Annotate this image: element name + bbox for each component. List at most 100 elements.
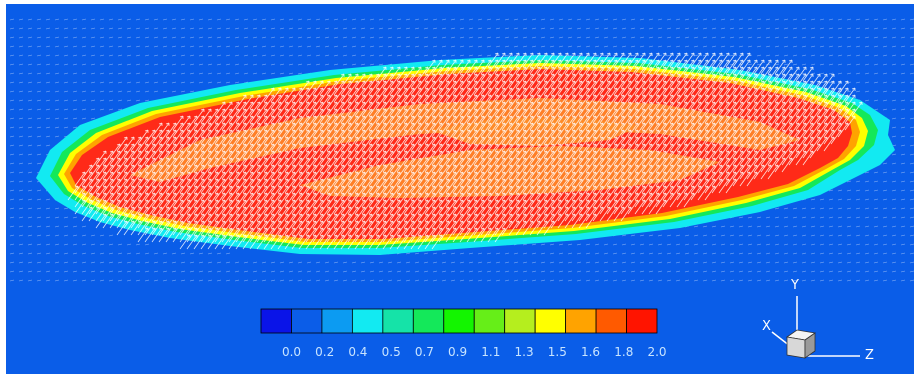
flow-vector — [403, 115, 415, 131]
flow-vector — [501, 108, 513, 124]
flow-vector — [855, 243, 861, 246]
flow-vector — [774, 143, 786, 159]
flow-vector — [504, 54, 510, 57]
flow-vector — [347, 122, 359, 138]
flow-vector — [578, 108, 590, 124]
flow-vector — [504, 270, 510, 273]
flow-vector — [487, 171, 499, 187]
flow-vector — [126, 279, 132, 282]
flow-vector — [477, 252, 483, 255]
flow-vector — [225, 18, 231, 21]
flow-vector — [828, 234, 834, 237]
flow-vector — [242, 129, 254, 145]
flow-vector — [515, 185, 527, 201]
flow-vector — [594, 261, 600, 264]
flow-vector — [291, 234, 303, 250]
flow-vector — [816, 80, 828, 96]
flow-vector — [606, 171, 618, 187]
flow-vector — [855, 54, 861, 57]
flow-vector — [242, 206, 254, 222]
flow-vector — [634, 73, 646, 89]
flow-vector — [180, 36, 186, 39]
flow-vector — [193, 213, 205, 229]
flow-vector — [396, 108, 408, 124]
flow-vector — [252, 63, 258, 66]
flow-vector — [641, 192, 653, 208]
flow-vector — [501, 171, 513, 187]
flow-vector — [270, 261, 276, 264]
flow-vector — [189, 279, 195, 282]
flow-vector — [221, 108, 233, 124]
flow-vector — [781, 59, 793, 75]
flow-vector — [452, 122, 464, 138]
flow-vector — [396, 115, 408, 131]
flow-vector — [452, 227, 464, 243]
flow-vector — [312, 185, 324, 201]
flow-vector — [508, 108, 520, 124]
flow-vector — [732, 129, 744, 145]
flow-vector — [36, 198, 42, 201]
flow-vector — [501, 80, 513, 96]
flow-vector — [494, 150, 506, 166]
flow-vector — [431, 108, 443, 124]
flow-vector — [234, 261, 240, 264]
flow-vector — [389, 185, 401, 201]
flow-vector — [690, 101, 702, 117]
flow-vector — [603, 45, 609, 48]
flow-vector — [375, 73, 387, 89]
flow-vector — [746, 164, 758, 180]
flow-vector — [783, 63, 789, 66]
flow-vector — [522, 80, 534, 96]
flow-vector — [431, 59, 443, 75]
flow-vector — [216, 72, 222, 75]
flow-vector — [718, 136, 730, 152]
flow-vector — [249, 150, 261, 166]
flow-vector — [375, 157, 387, 173]
flow-vector — [95, 171, 107, 187]
flow-vector — [592, 115, 604, 131]
flow-vector — [189, 81, 195, 84]
flow-vector — [172, 136, 184, 152]
flow-vector — [361, 150, 373, 166]
flow-vector — [438, 199, 450, 215]
flow-vector — [375, 101, 387, 117]
flow-vector — [284, 157, 296, 173]
flow-vector — [284, 227, 296, 243]
flow-vector — [298, 115, 310, 131]
flow-vector — [578, 80, 590, 96]
flow-vector — [864, 171, 870, 174]
flow-vector — [165, 199, 177, 215]
flow-vector — [676, 122, 688, 138]
colorbar-cell — [412, 308, 445, 334]
flow-vector — [351, 36, 357, 39]
flow-vector — [711, 261, 717, 264]
flow-vector — [198, 270, 204, 273]
flow-vector — [438, 164, 450, 180]
flow-vector — [738, 45, 744, 48]
flow-vector — [249, 108, 261, 124]
flow-vector — [378, 54, 384, 57]
flow-vector — [200, 164, 212, 180]
flow-vector — [207, 178, 219, 194]
flow-vector — [504, 36, 510, 39]
flow-vector — [214, 192, 226, 208]
flow-vector — [725, 115, 737, 131]
flow-vector — [466, 80, 478, 96]
flow-vector — [494, 220, 506, 236]
flow-vector — [130, 199, 142, 215]
inner-vector-field — [67, 52, 863, 250]
flow-vector — [144, 261, 150, 264]
flow-vector — [508, 192, 520, 208]
flow-vector — [95, 164, 107, 180]
flow-vector — [319, 87, 331, 103]
flow-vector — [599, 143, 611, 159]
flow-vector — [655, 185, 667, 201]
flow-vector — [340, 143, 352, 159]
flow-vector — [801, 279, 807, 282]
flow-vector — [536, 220, 548, 236]
flow-vector — [368, 73, 380, 89]
flow-vector — [606, 206, 618, 222]
flow-vector — [627, 73, 639, 89]
flow-vector — [873, 198, 879, 201]
flow-vector — [9, 45, 15, 48]
